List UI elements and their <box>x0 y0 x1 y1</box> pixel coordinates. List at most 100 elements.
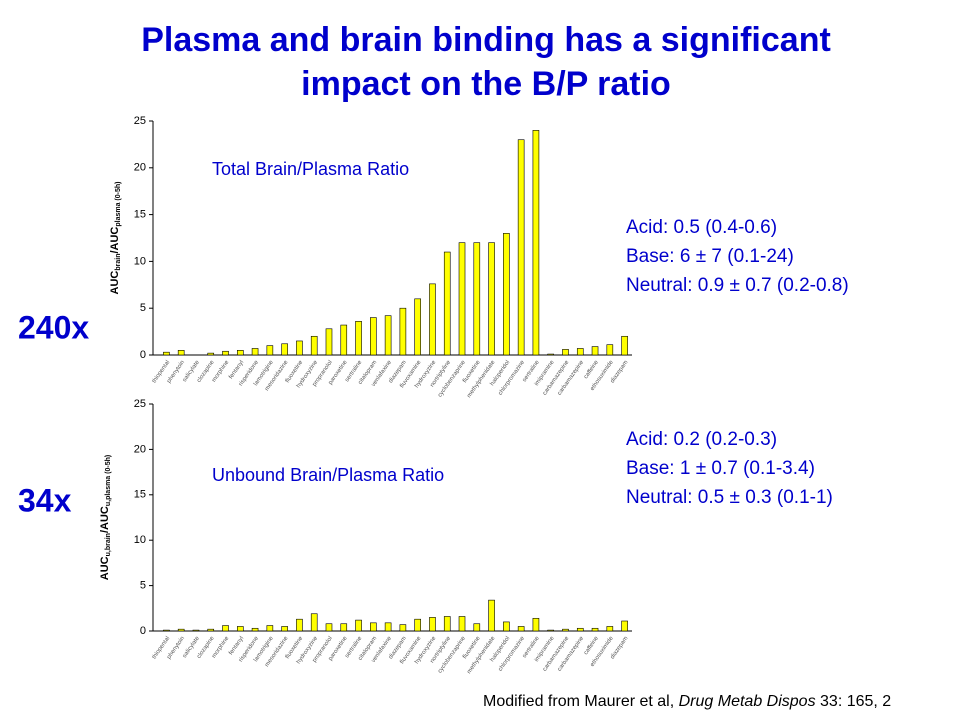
bar <box>296 340 303 356</box>
bar <box>532 617 540 632</box>
annotation: Neutral: 0.9 ± 0.7 (0.2-0.8) <box>626 275 849 296</box>
bar <box>222 625 229 632</box>
y-tick-label: 25 <box>134 398 146 410</box>
footnote-part: 33: 165, 2 <box>816 693 892 710</box>
bar <box>355 619 362 632</box>
annotation: Acid: 0.5 (0.4-0.6) <box>626 217 777 238</box>
bar <box>266 625 274 632</box>
y-axis-label-part: /AUC <box>109 227 121 254</box>
bar <box>281 343 288 356</box>
bar <box>236 350 244 356</box>
bar <box>517 626 525 632</box>
bar <box>296 618 303 632</box>
fold-label: 240x <box>18 309 89 345</box>
bar <box>207 352 215 356</box>
y-tick-label: 15 <box>134 209 146 221</box>
bar <box>562 628 569 632</box>
y-tick-label: 15 <box>134 489 146 501</box>
y-axis-label: AUCbrain/AUCplasma (0-5h) <box>109 182 122 295</box>
y-tick-label: 25 <box>134 115 146 127</box>
bar <box>251 348 259 356</box>
bar <box>325 328 333 356</box>
footnote-part: Modified from Maurer et al, <box>483 693 679 710</box>
bar <box>576 348 584 356</box>
chart-title: Unbound Brain/Plasma Ratio <box>212 465 444 485</box>
bar <box>606 626 614 632</box>
footnote: Modified from Maurer et al, Drug Metab D… <box>483 693 891 710</box>
bar <box>370 622 377 632</box>
y-tick-label: 10 <box>134 255 146 267</box>
bar <box>370 317 377 356</box>
bar <box>355 321 362 356</box>
y-axis-label-part: u,plasma (0-5h) <box>105 455 112 506</box>
y-axis-label: AUCu,brain/AUCu,plasma (0-5h) <box>99 455 112 580</box>
bar <box>473 242 481 356</box>
bar <box>547 629 555 632</box>
bar <box>517 139 525 356</box>
bar <box>207 628 215 632</box>
bar <box>177 350 185 356</box>
bar <box>310 613 318 632</box>
bar <box>429 283 436 356</box>
y-tick-label: 0 <box>140 625 146 637</box>
bar <box>503 621 510 632</box>
y-tick-label: 20 <box>134 162 146 174</box>
bar <box>443 616 451 632</box>
annotation: Base: 6 ± 7 (0.1-24) <box>626 246 794 267</box>
bar <box>443 251 451 356</box>
bar <box>192 629 200 632</box>
bar <box>562 349 569 356</box>
y-tick-label: 5 <box>140 580 146 592</box>
y-tick-label: 0 <box>140 349 146 361</box>
bar <box>222 350 229 356</box>
bar <box>591 346 599 356</box>
bar <box>281 626 288 632</box>
y-axis-label-part: AUC <box>109 271 121 295</box>
bar <box>473 623 481 632</box>
bar <box>177 628 185 632</box>
bar <box>621 335 628 356</box>
bar <box>532 130 540 356</box>
fold-label: 34x <box>18 482 72 518</box>
bar <box>414 618 421 632</box>
bar <box>340 324 348 356</box>
bar <box>384 315 392 356</box>
bar <box>547 353 555 356</box>
bar <box>414 298 421 356</box>
annotation: Neutral: 0.5 ± 0.3 (0.1-1) <box>626 487 833 508</box>
bar <box>458 616 466 632</box>
y-axis-label-part: u,brain <box>105 533 112 556</box>
y-axis-label-part: plasma (0-5h) <box>115 182 122 227</box>
bar <box>310 335 318 356</box>
bar <box>384 622 392 632</box>
bar <box>236 626 244 632</box>
bar <box>266 345 274 356</box>
bar <box>576 627 584 632</box>
bar <box>163 351 170 356</box>
y-axis-label-part: AUC <box>99 556 111 580</box>
bar <box>399 307 407 356</box>
bar <box>429 617 436 632</box>
bar <box>340 623 348 632</box>
footnote-part: Drug Metab Dispos <box>679 693 816 710</box>
bar <box>163 629 170 632</box>
slide-title-line: impact on the B/P ratio <box>301 65 671 103</box>
bar <box>251 627 259 632</box>
y-axis-label-part: brain <box>115 254 122 271</box>
bar <box>399 624 407 632</box>
bar <box>606 344 614 356</box>
annotation: Base: 1 ± 0.7 (0.1-3.4) <box>626 458 815 479</box>
annotation: Acid: 0.2 (0.2-0.3) <box>626 429 777 450</box>
bar <box>591 627 599 632</box>
y-tick-label: 20 <box>134 443 146 455</box>
slide-title-line: Plasma and brain binding has a significa… <box>141 21 831 59</box>
bar <box>503 233 510 356</box>
bar <box>488 242 495 356</box>
y-tick-label: 10 <box>134 534 146 546</box>
y-axis-label-part: /AUC <box>99 506 111 533</box>
y-tick-label: 5 <box>140 302 146 314</box>
bar <box>488 599 495 632</box>
chart-title: Total Brain/Plasma Ratio <box>212 159 409 179</box>
bar <box>458 242 466 356</box>
